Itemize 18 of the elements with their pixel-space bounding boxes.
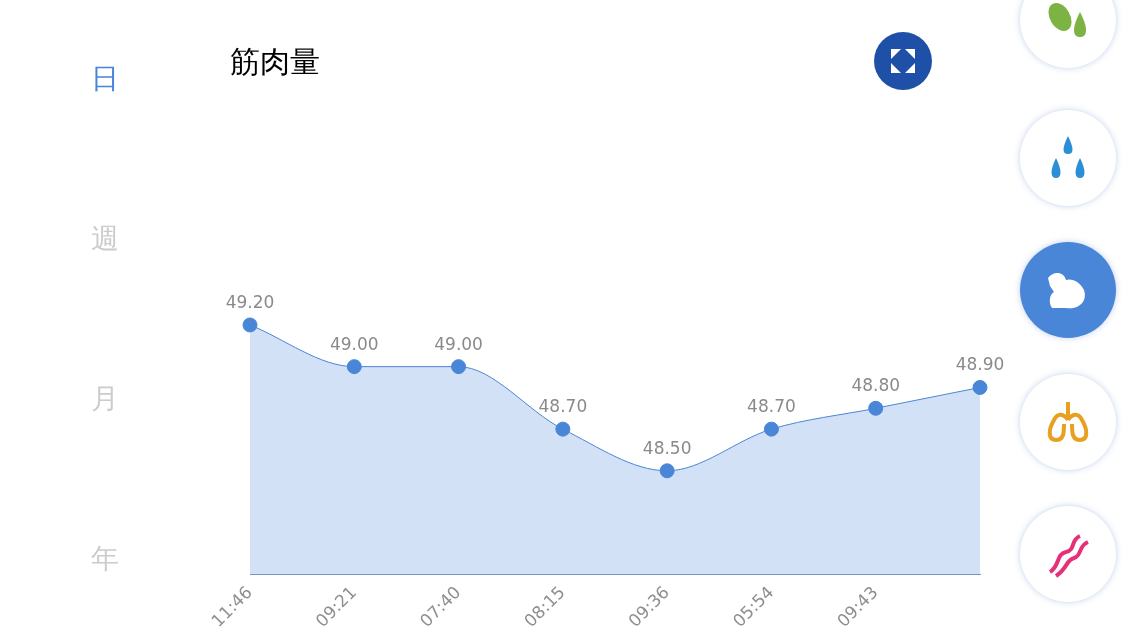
data-label: 49.00 (329, 333, 379, 354)
point (555, 421, 571, 437)
data-label: 48.50 (642, 437, 692, 458)
data-label: 49.20 (225, 291, 275, 312)
point (868, 400, 884, 416)
data-label: 48.90 (955, 354, 1005, 375)
data-label: 48.80 (851, 375, 901, 396)
point (242, 317, 258, 333)
point (346, 359, 362, 375)
data-label: 48.70 (747, 396, 796, 417)
point (659, 463, 675, 479)
point (972, 379, 988, 395)
data-label: 49.00 (434, 333, 483, 354)
text: 日 (90, 61, 120, 97)
point (451, 359, 467, 375)
chart-title: 筋肉量 (230, 43, 320, 81)
data-label: 48.70 (538, 396, 588, 417)
point (763, 421, 779, 437)
